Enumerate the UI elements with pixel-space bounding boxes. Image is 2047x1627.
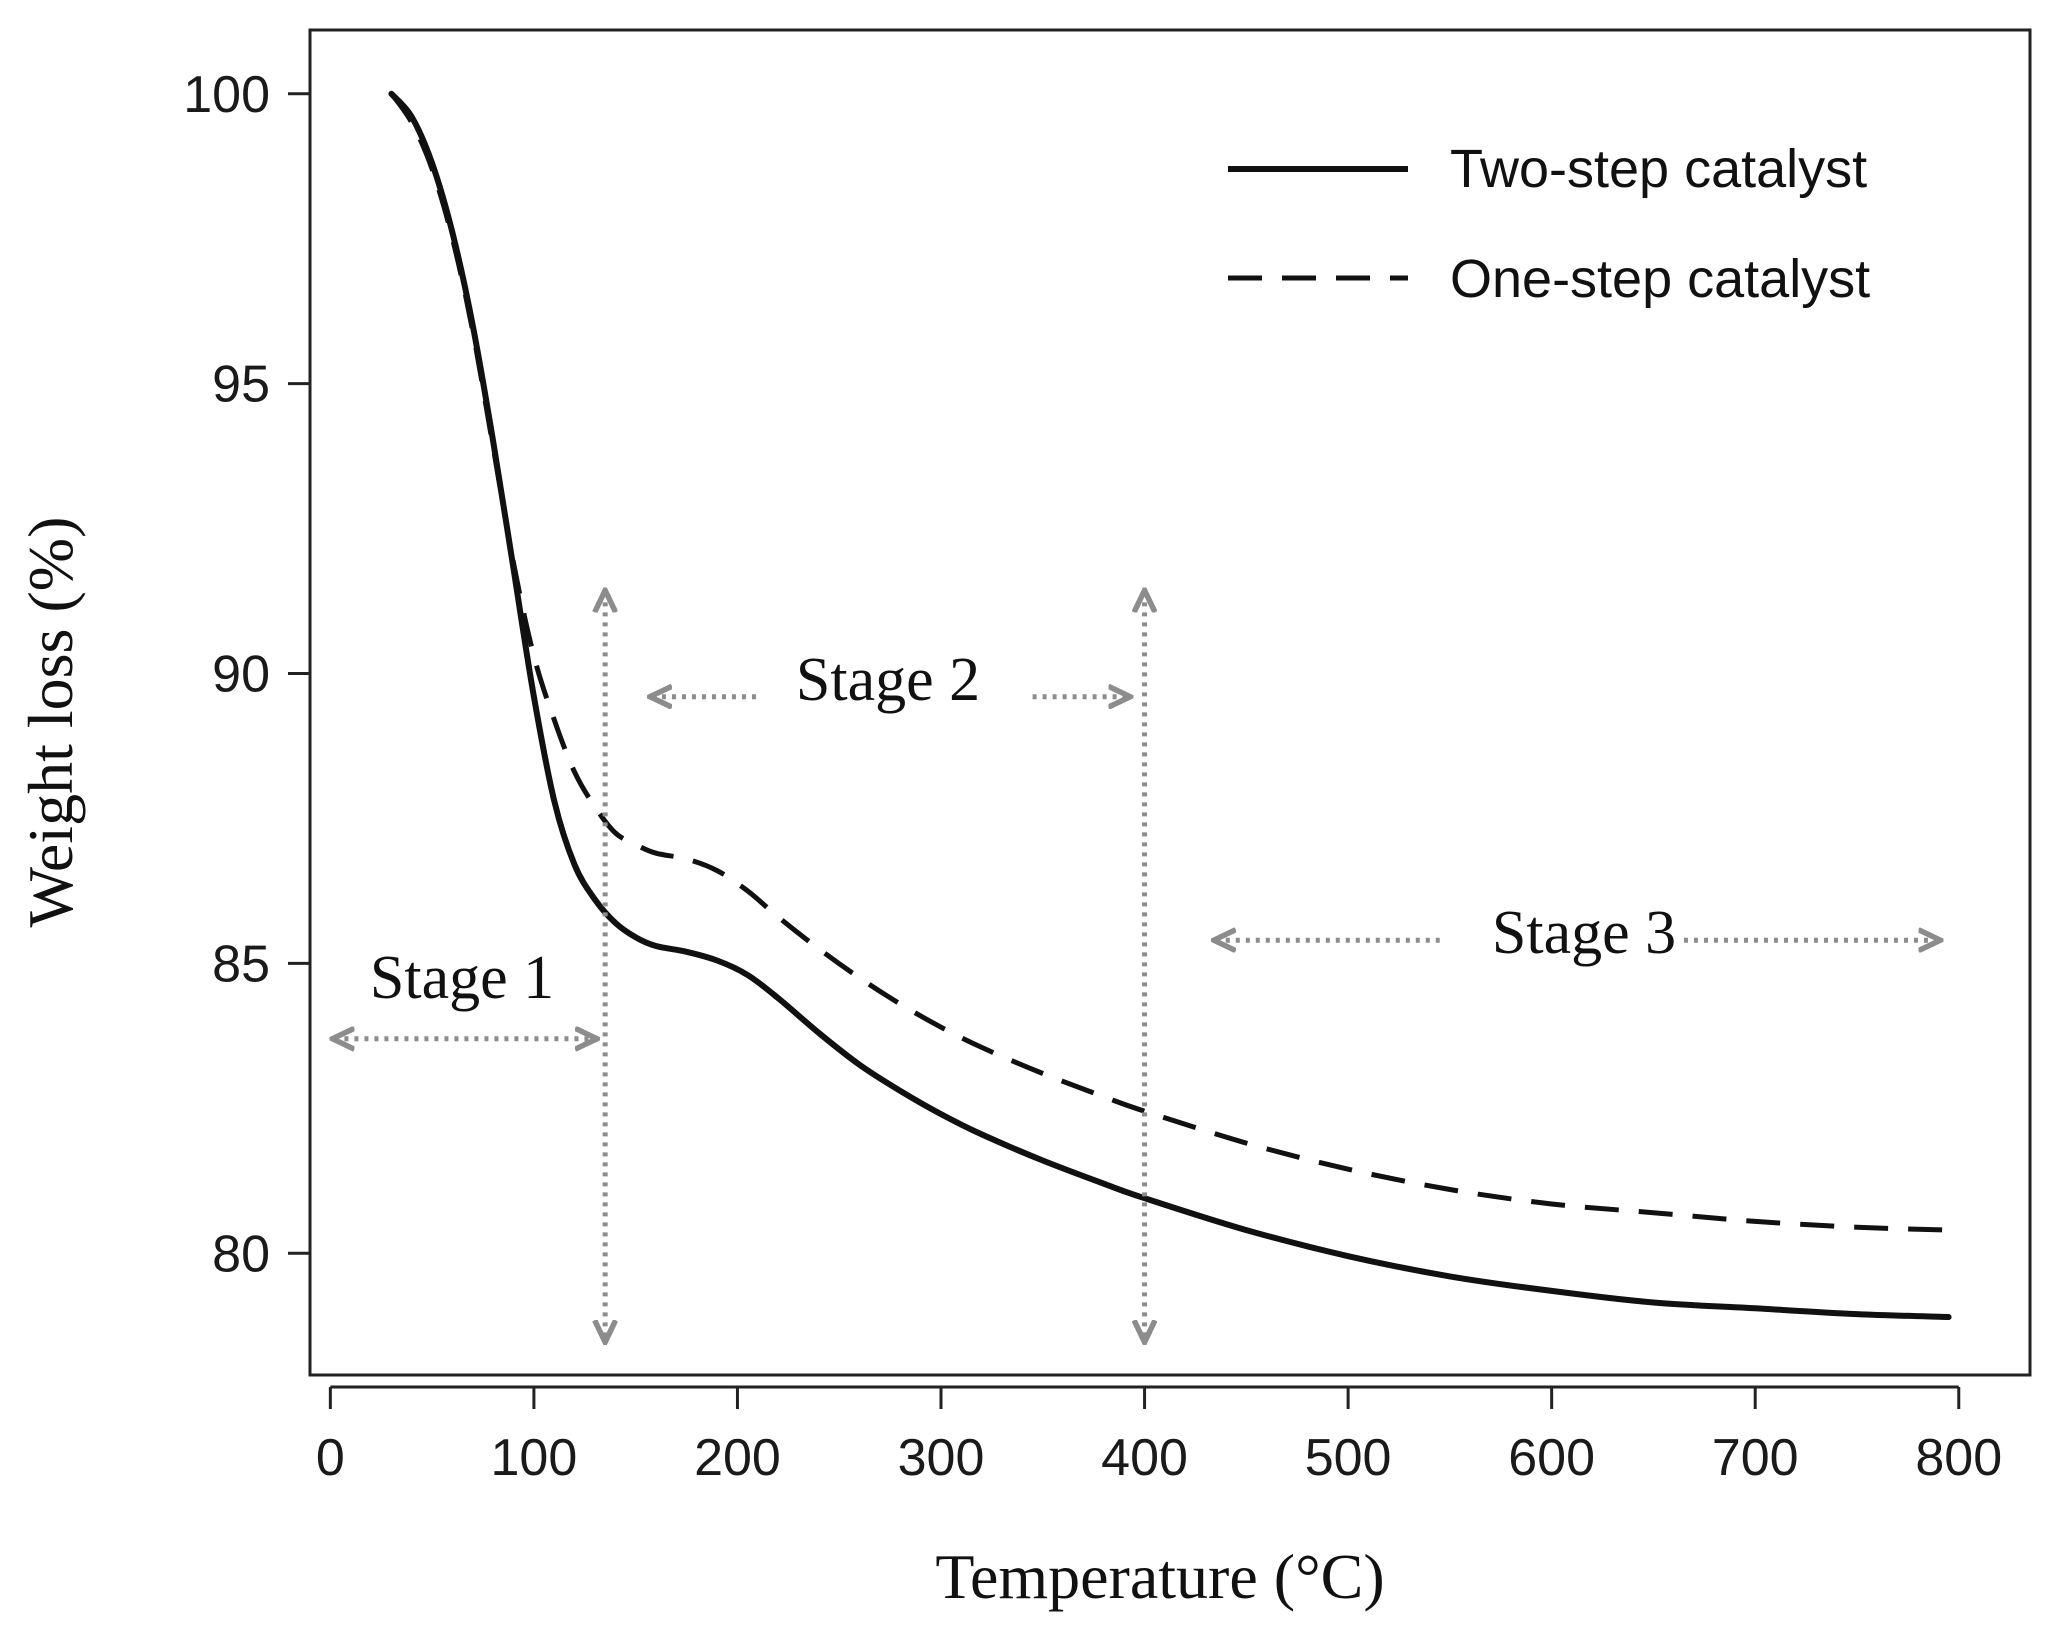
x-tick-label: 500 [1305, 1429, 1392, 1487]
legend-label-one-step: One-step catalyst [1450, 249, 1870, 309]
stage-2-label: Stage 2 [796, 646, 980, 714]
x-tick-label: 600 [1508, 1429, 1595, 1487]
x-axis-ticks: 0 100 200 300 400 500 600 700 800 [316, 1385, 2002, 1487]
legend-label-two-step: Two-step catalyst [1450, 139, 1867, 199]
x-axis-title: Temperature (°C) [935, 1541, 1384, 1612]
y-axis-ticks: 80 85 90 95 100 [183, 66, 310, 1283]
y-tick-label: 80 [212, 1225, 270, 1283]
y-tick-label: 90 [212, 646, 270, 704]
stage-3-label: Stage 3 [1492, 899, 1676, 967]
x-tick-label: 800 [1915, 1429, 2002, 1487]
y-axis-title: Weight loss (%) [15, 517, 86, 928]
series-layer [388, 90, 1952, 1320]
y-tick-label: 85 [212, 935, 270, 993]
stage-annotations: Stage 1 Stage 2 Stage 3 [334, 592, 1938, 1340]
plot-frame [308, 28, 2032, 1377]
x-tick-label: 400 [1101, 1429, 1188, 1487]
x-tick-label: 200 [694, 1429, 781, 1487]
x-tick-label: 100 [491, 1429, 578, 1487]
x-tick-label: 700 [1712, 1429, 1799, 1487]
x-tick-label: 300 [898, 1429, 985, 1487]
legend: Two-step catalyst One-step catalyst [1228, 139, 1870, 309]
y-tick-label: 100 [183, 66, 270, 124]
x-tick-label: 0 [316, 1429, 345, 1487]
y-tick-label: 95 [212, 356, 270, 414]
two-step-catalyst-curve [388, 90, 1952, 1320]
stage-1-label: Stage 1 [370, 944, 554, 1012]
